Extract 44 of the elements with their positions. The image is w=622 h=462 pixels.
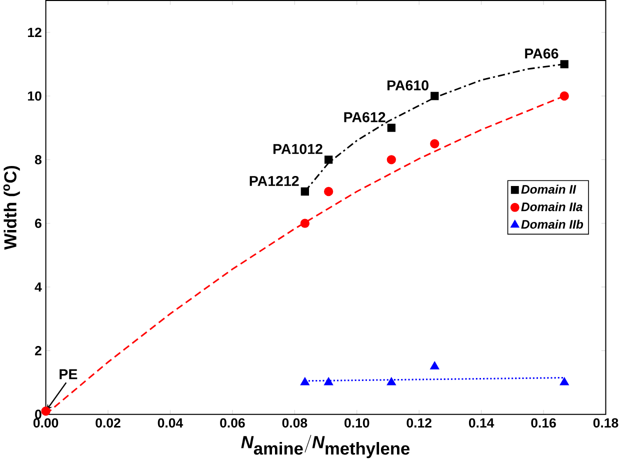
- y-tick-label: 0: [35, 410, 42, 420]
- annotation: PA610: [387, 80, 428, 91]
- point: [387, 124, 396, 132]
- point: [560, 378, 569, 386]
- x-tick-label: 0.16: [531, 418, 556, 428]
- point: [430, 362, 440, 370]
- point: [41, 406, 50, 416]
- x-axis-title: $\textit{N}_{\textrm{amine}}/\textit{N}_{\textrm{methylene}}$: [241, 435, 410, 458]
- legend-label: Domain IIa: [521, 202, 582, 212]
- annotation: PE: [60, 370, 78, 380]
- x-tick-label: 0.08: [282, 418, 308, 428]
- point: [386, 378, 396, 386]
- point: [430, 92, 439, 100]
- y-tick-label: 6: [35, 218, 42, 228]
- x-tick-label: 0.14: [468, 418, 494, 428]
- point: [300, 218, 310, 228]
- annotation: PA612: [344, 112, 386, 122]
- point: [560, 60, 568, 68]
- x-tick-label: 0.18: [593, 418, 618, 428]
- y-tick-label: 8: [34, 155, 42, 165]
- y-tick-label: 12: [28, 28, 42, 38]
- y-tick-label: 2: [35, 346, 42, 356]
- point: [386, 155, 396, 164]
- y-tick-label: 10: [28, 92, 42, 101]
- point: [324, 187, 334, 196]
- legend-label: Domain II: [521, 184, 576, 194]
- point: [300, 188, 309, 196]
- point: [300, 378, 310, 386]
- x-tick-label: 0.04: [158, 418, 184, 428]
- y-axis-title: Width ($^{o}$C): [3, 166, 20, 250]
- point: [430, 139, 440, 149]
- annotation: PA66: [525, 48, 558, 59]
- y-tick-label: 4: [34, 282, 42, 292]
- annotation: PA1012: [273, 144, 322, 154]
- point: [324, 378, 334, 386]
- x-tick-label: 0.06: [220, 418, 245, 428]
- x-tick-label: 0.02: [96, 418, 120, 428]
- point: [560, 92, 569, 101]
- annotation: PA1212: [250, 176, 299, 186]
- legend-label: Domain IIb: [521, 220, 584, 229]
- point: [324, 156, 333, 164]
- x-tick-label: 0.12: [406, 418, 432, 428]
- x-tick-label: 0.10: [344, 418, 370, 428]
- x-tick-label: 0.00: [33, 418, 58, 428]
